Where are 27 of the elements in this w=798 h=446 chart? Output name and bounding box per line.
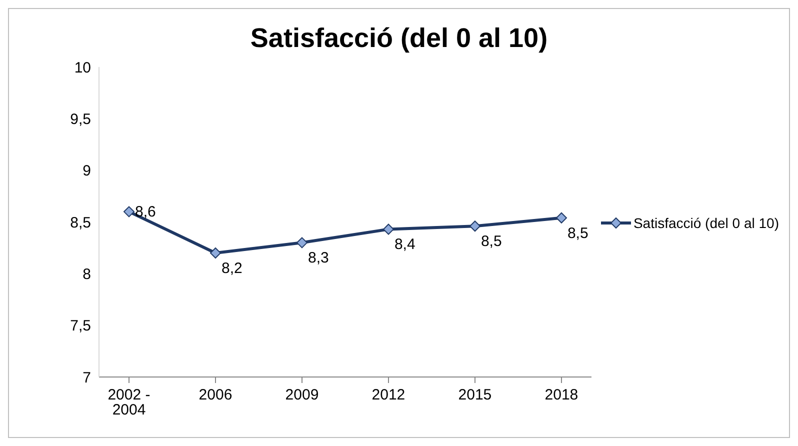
data-label: 8,3 [308,250,329,267]
data-label: 8,6 [135,204,156,221]
point [124,206,134,218]
legend-label: Satisfacció (del 0 al 10) [633,215,779,231]
y-tick-label: 9 [82,162,91,180]
y-tick-label: 8 [82,266,91,283]
data-label: 8,2 [221,260,242,277]
y-tick-label: 7 [82,369,91,386]
point [469,220,480,232]
chart-title: Satisfacció (del 0 al 10) [249,23,549,54]
y-tick-label: 7,5 [70,318,91,335]
point [556,212,567,224]
x-tick-label: 2009 [285,386,319,404]
x-tick-label: 2012 [372,386,406,404]
point [382,224,394,235]
y-tick-label: 8,5 [70,214,91,232]
x-tick-label: 2006 [198,386,232,404]
data-label: 8,4 [394,236,416,254]
data-label: 8,5 [480,233,502,250]
x-tick-label: 2018 [544,386,578,404]
y-tick-label: 10 [74,59,91,76]
point [210,248,221,258]
point [296,237,308,248]
x-tick-label: 2002 - 2004 [108,386,150,419]
y-tick-label: 9,5 [70,110,91,128]
data-label: 8,5 [567,224,588,242]
x-tick-label: 2015 [458,386,492,404]
